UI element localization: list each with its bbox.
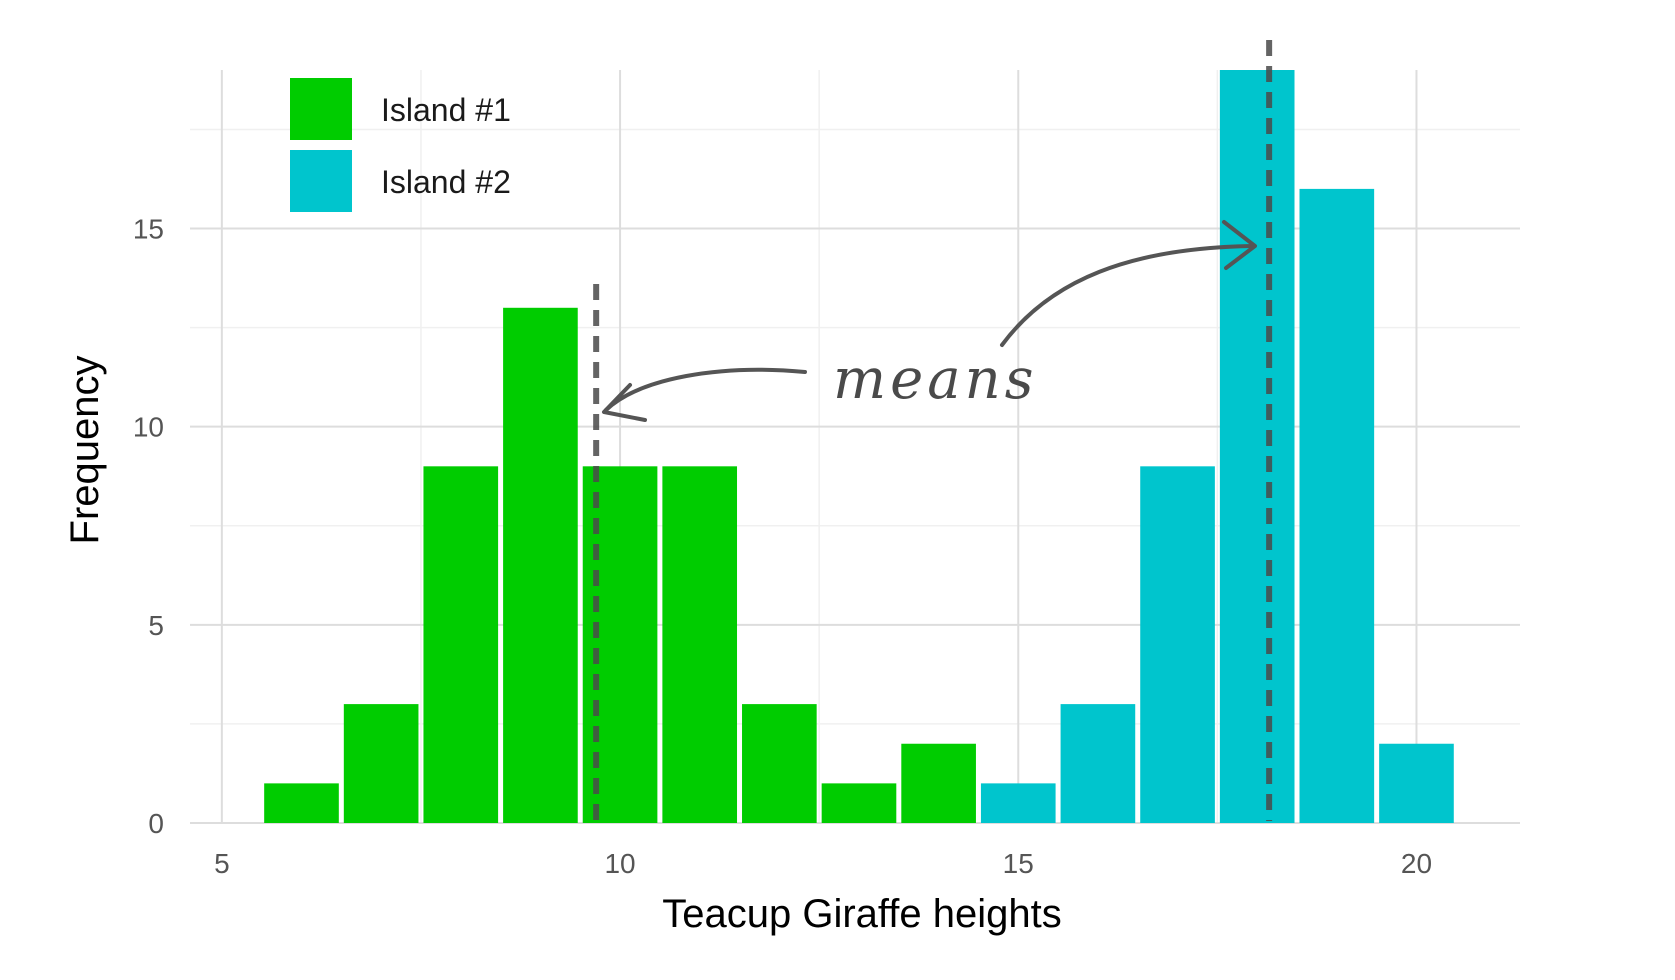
y-tick-label: 15: [133, 214, 164, 245]
x-tick-label: 10: [604, 848, 635, 879]
histogram-bar-island-1: [264, 783, 339, 823]
histogram-bar-island-2: [1299, 188, 1375, 824]
means-layer: [593, 40, 1273, 821]
legend: Island #1 Island #2: [290, 78, 511, 212]
axis-layer: Teacup Giraffe heights Frequency: [63, 356, 1062, 936]
histogram-bar-island-1: [423, 466, 499, 823]
histogram-bar-island-1: [901, 743, 976, 823]
y-tick-label: 5: [148, 610, 164, 641]
annotation-layer: means: [602, 220, 1257, 422]
bars-layer: [264, 70, 1454, 824]
annotation-arrow-right: [1000, 244, 1254, 347]
x-axis-title: Teacup Giraffe heights: [662, 892, 1062, 936]
annotation-arrowhead-left: [602, 383, 647, 422]
histogram-bar-island-2: [1140, 466, 1215, 823]
histogram-bar-island-2: [1219, 70, 1295, 823]
annotation-arrow-left: [604, 367, 807, 412]
x-tick-label: 15: [1003, 848, 1034, 879]
histogram-bar-island-1: [343, 704, 419, 823]
histogram-bar-island-2: [1060, 704, 1136, 823]
legend-swatch-island-1: [290, 78, 352, 140]
legend-label-island-1: Island #1: [381, 92, 511, 128]
histogram-bar-island-1: [742, 704, 817, 823]
y-tick-label: 0: [148, 808, 164, 839]
legend-label-island-2: Island #2: [381, 164, 511, 200]
annotation-means-label: means: [833, 347, 1037, 412]
legend-swatch-island-2: [290, 150, 352, 212]
histogram-bar-island-2: [980, 783, 1056, 823]
histogram-bar-island-2: [1379, 743, 1454, 823]
histogram-bar-island-1: [662, 466, 738, 823]
y-axis-title: Frequency: [63, 356, 107, 545]
histogram-bar-island-1: [503, 307, 578, 824]
y-tick-label: 10: [133, 412, 164, 443]
annotation-arrowhead-right: [1222, 220, 1257, 270]
x-tick-label: 20: [1401, 848, 1432, 879]
x-tick-label: 5: [214, 848, 230, 879]
histogram-bar-island-1: [821, 783, 897, 823]
